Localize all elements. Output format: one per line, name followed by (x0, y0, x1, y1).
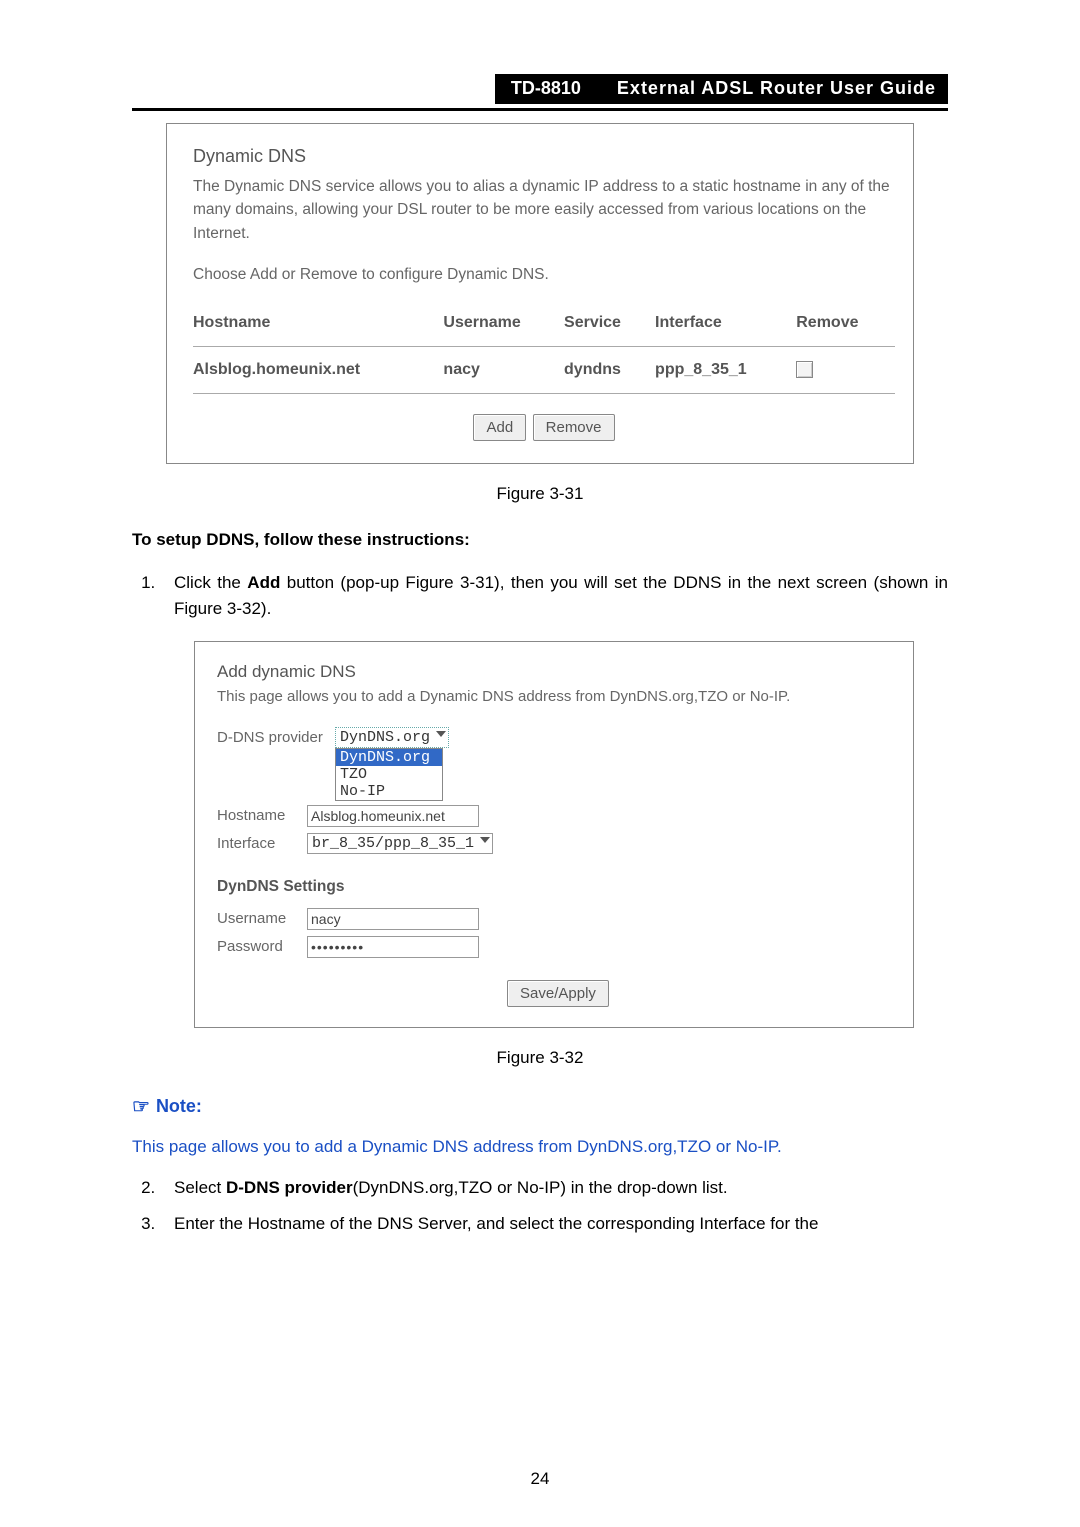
interface-label: Interface (217, 833, 307, 852)
add-dns-title: Add dynamic DNS (217, 662, 899, 682)
instructions-heading: To setup DDNS, follow these instructions… (132, 530, 948, 550)
page-number: 24 (0, 1469, 1080, 1489)
dns-table: Hostname Username Service Interface Remo… (193, 304, 895, 394)
note-heading: ☞ Note: (132, 1094, 948, 1119)
col-remove: Remove (796, 304, 895, 347)
dyndns-settings-heading: DynDNS Settings (217, 878, 899, 896)
table-row: Alsblog.homeunix.net nacy dyndns ppp_8_3… (193, 347, 895, 394)
step-2: Select D-DNS provider(DynDNS.org,TZO or … (160, 1175, 948, 1201)
cell-interface: ppp_8_35_1 (655, 347, 796, 394)
cell-username: nacy (443, 347, 564, 394)
hostname-label: Hostname (217, 805, 307, 824)
col-hostname: Hostname (193, 304, 443, 347)
header-model: TD-8810 (495, 74, 597, 104)
option-dyndns[interactable]: DynDNS.org (336, 749, 442, 766)
dns-instr: Choose Add or Remove to configure Dynami… (193, 263, 895, 286)
step-1: Click the Add button (pop-up Figure 3-31… (160, 570, 948, 623)
add-button[interactable]: Add (473, 414, 526, 441)
col-service: Service (564, 304, 655, 347)
provider-label: D-DNS provider (217, 727, 335, 746)
pointer-icon: ☞ (132, 1094, 150, 1119)
cell-service: dyndns (564, 347, 655, 394)
page-header: TD-8810 External ADSL Router User Guide (132, 74, 948, 111)
provider-select[interactable]: DynDNS.org (335, 727, 449, 748)
interface-select[interactable]: br_8_35/ppp_8_35_1 (307, 833, 493, 854)
dns-title: Dynamic DNS (193, 146, 895, 167)
password-input[interactable]: ••••••••• (307, 936, 479, 958)
figure-31-caption: Figure 3-31 (132, 484, 948, 504)
figure-32-caption: Figure 3-32 (132, 1048, 948, 1068)
remove-checkbox[interactable] (796, 361, 813, 378)
dns-desc: The Dynamic DNS service allows you to al… (193, 175, 895, 245)
password-label: Password (217, 936, 307, 955)
remove-button[interactable]: Remove (533, 414, 615, 441)
add-dns-desc: This page allows you to add a Dynamic DN… (217, 688, 899, 705)
save-apply-button[interactable]: Save/Apply (507, 980, 609, 1007)
chevron-down-icon (480, 837, 490, 843)
username-input[interactable]: nacy (307, 908, 479, 930)
step-3: Enter the Hostname of the DNS Server, an… (160, 1211, 948, 1237)
option-noip[interactable]: No-IP (336, 783, 442, 800)
cell-hostname: Alsblog.homeunix.net (193, 347, 443, 394)
option-tzo[interactable]: TZO (336, 766, 442, 783)
note-body: This page allows you to add a Dynamic DN… (132, 1137, 948, 1157)
figure-31-panel: Dynamic DNS The Dynamic DNS service allo… (166, 123, 914, 464)
chevron-down-icon (436, 731, 446, 737)
hostname-input[interactable]: Alsblog.homeunix.net (307, 805, 479, 827)
header-title: External ADSL Router User Guide (597, 74, 948, 104)
figure-32-panel: Add dynamic DNS This page allows you to … (194, 641, 914, 1028)
col-username: Username (443, 304, 564, 347)
username-label: Username (217, 908, 307, 927)
col-interface: Interface (655, 304, 796, 347)
provider-listbox[interactable]: DynDNS.org TZO No-IP (335, 748, 443, 801)
